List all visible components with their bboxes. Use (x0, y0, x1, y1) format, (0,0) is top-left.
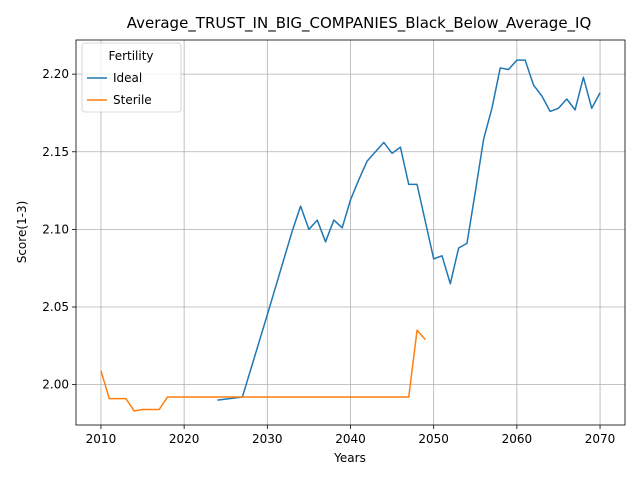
legend-items: Ideal Sterile (87, 71, 152, 107)
chart-title: Average_TRUST_IN_BIG_COMPANIES_Black_Bel… (127, 14, 592, 33)
legend-label-ideal: Ideal (113, 71, 142, 85)
legend-frame (81, 42, 182, 113)
y-tick-label: 2.20 (42, 67, 69, 81)
y-tick-label: 2.05 (42, 300, 69, 314)
x-tick-label: 2060 (502, 432, 533, 446)
x-tick-label: 2010 (86, 432, 117, 446)
legend-title: Fertility (108, 49, 153, 63)
legend: Fertility Ideal Sterile (81, 42, 182, 113)
x-tick-label: 2040 (335, 432, 366, 446)
grid-lines (76, 40, 625, 425)
series-lines (100, 59, 601, 412)
series-line-sterile (100, 329, 426, 412)
x-tick-label: 2020 (169, 432, 200, 446)
y-tick-label: 2.15 (42, 145, 69, 159)
x-tick-label: 2030 (252, 432, 283, 446)
y-tick-label: 2.10 (42, 222, 69, 236)
y-tick-label: 2.00 (42, 378, 69, 392)
y-axis-label: Score(1-3) (15, 201, 29, 264)
axis-ticks: 2010 2020 2030 2040 2050 2060 2070 2.00 2.05 2.10… (42, 67, 615, 446)
x-tick-label: 2070 (585, 432, 616, 446)
series-line-ideal (217, 59, 601, 401)
x-axis-label: Years (333, 451, 366, 465)
x-tick-label: 2050 (418, 432, 449, 446)
legend-label-sterile: Sterile (113, 93, 152, 107)
